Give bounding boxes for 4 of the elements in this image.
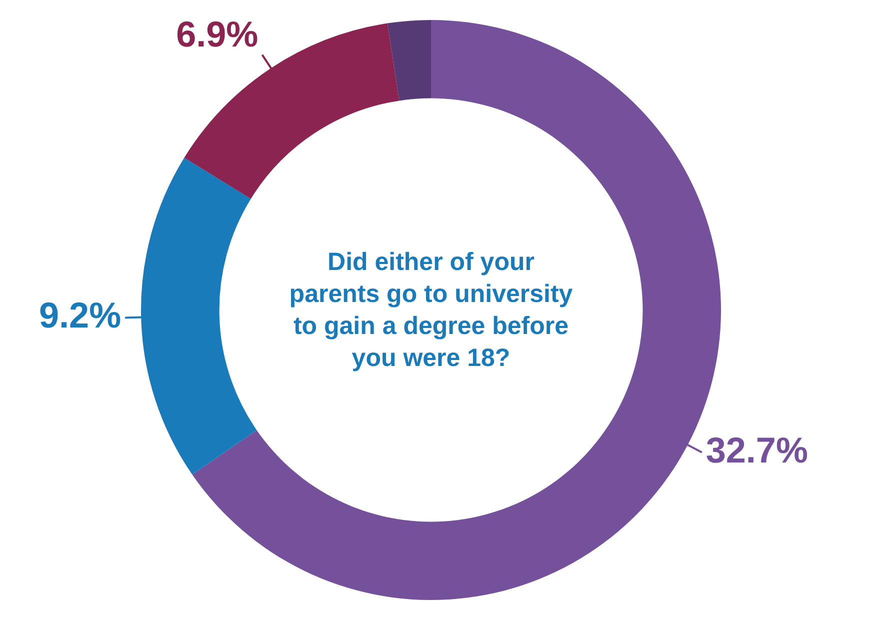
data-label: 32.7% bbox=[706, 429, 808, 470]
text: Did either of your parents go to university to gain a degree before you were 18? bbox=[288, 247, 574, 374]
data-label: 9.2% bbox=[39, 294, 122, 336]
data-label: 6.9% bbox=[176, 14, 258, 55]
